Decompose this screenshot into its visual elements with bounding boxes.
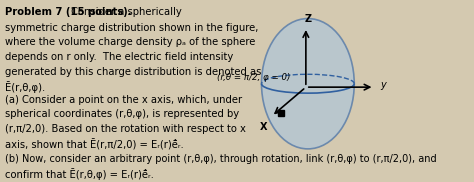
- Text: Z: Z: [304, 14, 311, 24]
- Text: confirm that Ē(r,θ,φ) = Eᵣ(r)ē̂ᵣ.: confirm that Ē(r,θ,φ) = Eᵣ(r)ē̂ᵣ.: [5, 168, 155, 180]
- Text: depends on r only.  The electric field intensity: depends on r only. The electric field in…: [5, 52, 234, 62]
- Text: where the volume charge density ρₐ of the sphere: where the volume charge density ρₐ of th…: [5, 37, 256, 47]
- Text: Ē(r,θ,φ).: Ē(r,θ,φ).: [5, 81, 46, 93]
- Text: (r,θ = π/2, φ = 0): (r,θ = π/2, φ = 0): [217, 73, 291, 82]
- Text: X: X: [260, 122, 267, 132]
- Text: generated by this charge distribution is denoted as: generated by this charge distribution is…: [5, 67, 262, 77]
- Text: y: y: [381, 80, 386, 90]
- Text: (b) Now, consider an arbitrary point (r,θ,φ), through rotation, link (r,θ,φ) to : (b) Now, consider an arbitrary point (r,…: [5, 154, 437, 164]
- Text: spherical coordinates (r,θ,φ), is represented by: spherical coordinates (r,θ,φ), is repres…: [5, 109, 239, 119]
- Text: Problem 7 (15 points).: Problem 7 (15 points).: [5, 7, 132, 17]
- Ellipse shape: [262, 19, 354, 149]
- Text: symmetric charge distribution shown in the figure,: symmetric charge distribution shown in t…: [5, 23, 259, 33]
- Text: Consider a spherically: Consider a spherically: [68, 7, 182, 17]
- Text: (r,π/2,0). Based on the rotation with respect to x: (r,π/2,0). Based on the rotation with re…: [5, 124, 246, 134]
- Text: (a) Consider a point on the x axis, which, under: (a) Consider a point on the x axis, whic…: [5, 95, 243, 105]
- Text: axis, shown that Ē(r,π/2,0) = Eᵣ(r)ē̂ᵣ.: axis, shown that Ē(r,π/2,0) = Eᵣ(r)ē̂ᵣ.: [5, 139, 184, 150]
